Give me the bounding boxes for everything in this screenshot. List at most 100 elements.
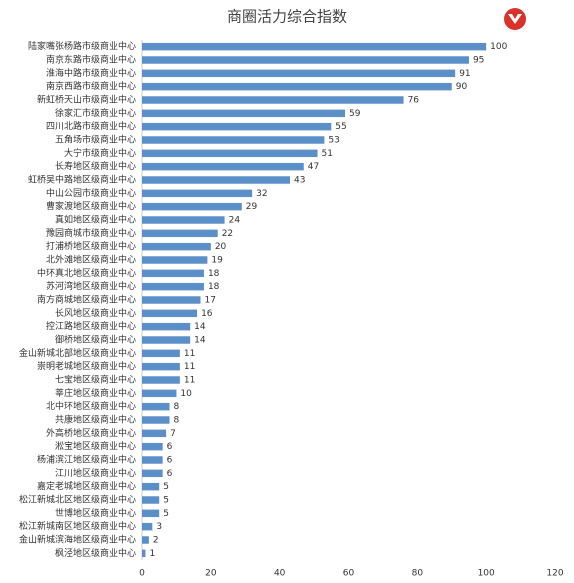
value-label: 17 bbox=[205, 296, 216, 306]
value-label: 43 bbox=[294, 176, 305, 186]
value-label: 59 bbox=[349, 109, 361, 119]
value-label: 14 bbox=[194, 322, 206, 332]
y-tick-label: 御桥地区级商业中心 bbox=[55, 334, 136, 346]
value-label: 91 bbox=[459, 69, 470, 79]
y-tick-label: 长寿地区级商业中心 bbox=[55, 160, 136, 172]
bar bbox=[142, 162, 304, 171]
bar bbox=[142, 216, 225, 224]
bar bbox=[142, 296, 201, 304]
y-tick-label: 杨浦滨江地区级商业中心 bbox=[37, 454, 136, 466]
x-tick-label: 80 bbox=[412, 569, 424, 579]
y-tick-label: 崇明老城地区级商业中心 bbox=[37, 360, 136, 372]
bar bbox=[142, 242, 211, 251]
y-tick-label: 外高桥地区级商业中心 bbox=[46, 427, 136, 439]
value-label: 6 bbox=[167, 442, 173, 452]
y-tick-label: 松江新城北区地区级商业中心 bbox=[19, 494, 136, 506]
value-label: 2 bbox=[153, 536, 159, 546]
x-tick-label: 40 bbox=[274, 569, 286, 579]
value-label: 5 bbox=[163, 496, 169, 506]
value-label: 6 bbox=[167, 469, 173, 479]
value-label: 22 bbox=[222, 229, 233, 239]
bar bbox=[142, 122, 332, 131]
value-label: 20 bbox=[215, 242, 227, 252]
bar bbox=[142, 522, 153, 531]
value-label: 18 bbox=[208, 269, 220, 279]
value-label: 5 bbox=[163, 482, 169, 492]
value-label: 47 bbox=[308, 162, 319, 172]
value-label: 19 bbox=[211, 256, 223, 266]
bar bbox=[142, 96, 404, 104]
bar bbox=[142, 549, 146, 558]
bar bbox=[142, 229, 218, 238]
y-tick-label: 中环真北地区级商业中心 bbox=[37, 267, 136, 279]
y-tick-label: 苏河湾地区级商业中心 bbox=[46, 280, 136, 292]
bar bbox=[142, 149, 318, 158]
y-tick-label: 共康地区级商业中心 bbox=[55, 414, 136, 426]
value-label: 6 bbox=[167, 456, 173, 466]
bar bbox=[142, 256, 208, 264]
bar bbox=[142, 136, 325, 144]
bar bbox=[142, 456, 163, 464]
value-label: 14 bbox=[194, 336, 206, 346]
y-tick-label: 打浦桥地区级商业中心 bbox=[46, 240, 136, 252]
x-tick-label: 120 bbox=[546, 569, 563, 579]
bar bbox=[142, 82, 452, 91]
y-tick-label: 南京西路市级商业中心 bbox=[46, 80, 136, 92]
y-tick-label: 淞宝地区级商业中心 bbox=[55, 440, 136, 452]
value-label: 18 bbox=[208, 282, 220, 292]
bar bbox=[142, 482, 160, 491]
bar bbox=[142, 202, 242, 211]
y-tick-label: 虹桥吴中路地区级商业中心 bbox=[28, 174, 136, 186]
y-tick-label: 嘉定老城地区级商业中心 bbox=[37, 480, 136, 492]
y-tick-label: 北中环地区级商业中心 bbox=[46, 400, 136, 412]
y-tick-label: 五角场市级商业中心 bbox=[55, 134, 136, 146]
y-tick-label: 七宝地区级商业中心 bbox=[55, 374, 136, 386]
y-tick-label: 真如地区级商业中心 bbox=[55, 214, 136, 226]
y-tick-label: 世博地区级商业中心 bbox=[55, 507, 136, 519]
value-label: 95 bbox=[473, 56, 484, 66]
value-label: 3 bbox=[156, 522, 162, 532]
value-label: 76 bbox=[408, 96, 420, 106]
x-tick-label: 60 bbox=[343, 569, 355, 579]
y-tick-label: 豫园商城市级商业中心 bbox=[46, 227, 136, 239]
y-tick-label: 淮海中路市级商业中心 bbox=[46, 67, 136, 79]
value-label: 24 bbox=[229, 216, 241, 226]
bar bbox=[142, 429, 167, 438]
y-tick-label: 曹家渡地区级商业中心 bbox=[46, 200, 136, 212]
x-tick-label: 20 bbox=[205, 569, 217, 579]
y-tick-label: 徐家汇市级商业中心 bbox=[55, 107, 136, 119]
value-label: 5 bbox=[163, 509, 169, 519]
bar bbox=[142, 469, 163, 478]
value-label: 55 bbox=[335, 122, 346, 132]
value-label: 11 bbox=[184, 349, 195, 359]
bar bbox=[142, 362, 180, 371]
bar bbox=[142, 69, 456, 78]
y-tick-label: 中山公园市级商业中心 bbox=[46, 187, 136, 199]
y-tick-label: 大宁市级商业中心 bbox=[64, 147, 136, 159]
y-tick-label: 金山新城北部地区级商业中心 bbox=[19, 347, 136, 359]
value-label: 1 bbox=[149, 549, 155, 559]
bar bbox=[142, 402, 170, 411]
value-label: 90 bbox=[456, 82, 468, 92]
value-label: 11 bbox=[184, 376, 195, 386]
x-tick-label: 100 bbox=[478, 569, 495, 579]
bar bbox=[142, 389, 177, 398]
y-tick-label: 新虹桥天山市级商业中心 bbox=[37, 94, 136, 106]
bar bbox=[142, 376, 180, 384]
value-label: 29 bbox=[246, 202, 258, 212]
bar bbox=[142, 416, 170, 424]
bar bbox=[142, 109, 346, 118]
bar bbox=[142, 322, 191, 331]
y-tick-label: 南方商城地区级商业中心 bbox=[37, 294, 136, 306]
y-tick-label: 长风地区级商业中心 bbox=[55, 307, 136, 319]
bar bbox=[142, 349, 180, 358]
value-label: 10 bbox=[180, 389, 192, 399]
y-tick-label: 松江新城南区地区级商业中心 bbox=[19, 520, 136, 532]
chart-title: 商圈活力综合指数 bbox=[227, 8, 347, 26]
bar bbox=[142, 509, 160, 518]
y-tick-label: 江川地区级商业中心 bbox=[55, 467, 136, 479]
bar bbox=[142, 269, 204, 278]
bar bbox=[142, 309, 198, 318]
y-tick-label: 控江路地区级商业中心 bbox=[46, 320, 136, 332]
y-tick-label: 南京东路市级商业中心 bbox=[46, 54, 136, 66]
